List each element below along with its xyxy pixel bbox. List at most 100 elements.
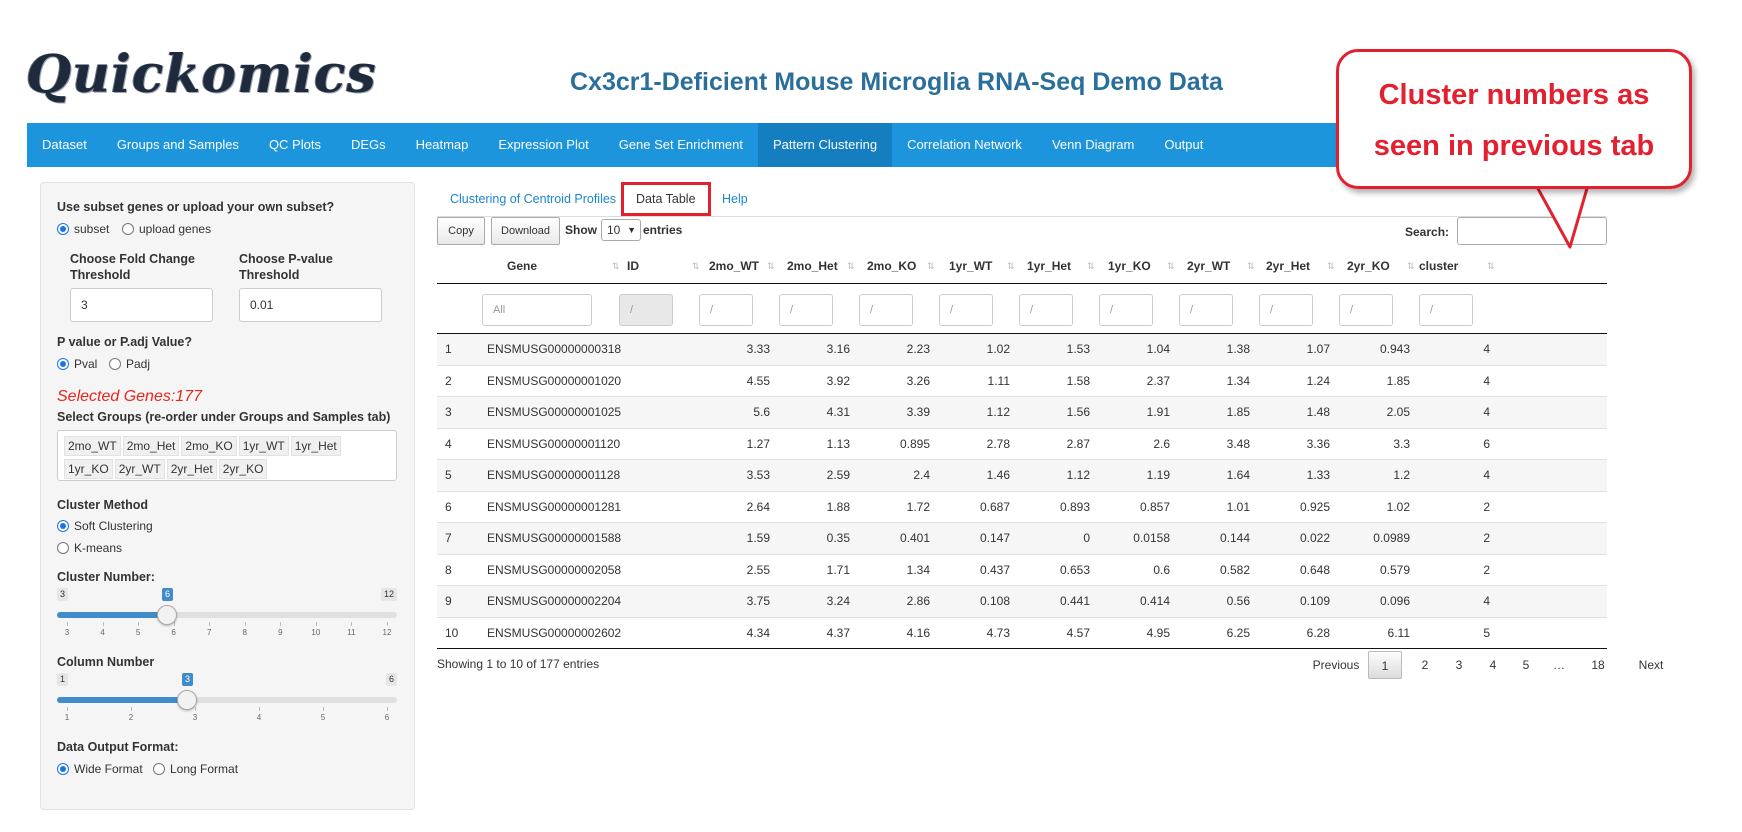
sort-icon[interactable]: ⇅ — [1087, 261, 1095, 271]
fc-threshold-input[interactable]: 3 — [70, 288, 213, 322]
group-chip[interactable]: 2mo_WT — [64, 436, 121, 456]
group-chip[interactable]: 2mo_KO — [181, 436, 237, 456]
table-row[interactable]: 10 ENSMUSG00000002602 4.34 4.37 4.16 4.73 4.57… — [437, 618, 1607, 649]
column-header-gene[interactable]: Gene — [507, 259, 538, 273]
column-filter-input[interactable]: / — [779, 294, 833, 326]
table-row[interactable]: 9 ENSMUSG00000002204 3.75 3.24 2.86 0.108 0.44… — [437, 586, 1607, 618]
pagination-18[interactable]: 18 — [1591, 658, 1605, 672]
pagination-3[interactable]: 3 — [1455, 658, 1463, 672]
column-filter-input[interactable]: / — [1259, 294, 1313, 326]
group-chip[interactable]: 2yr_Het — [166, 459, 217, 479]
cluster-number-slider[interactable]: 3 12 3 4 5 6 7 8 9 10 11 12 6 — [57, 588, 397, 648]
radio-k-means[interactable]: K-means — [57, 541, 122, 555]
radio-subset[interactable]: subset — [57, 222, 109, 236]
pagination-2[interactable]: 2 — [1421, 658, 1429, 672]
radio-upload-genes[interactable]: upload genes — [122, 222, 211, 236]
column-header-2mo-wt[interactable]: 2mo_WT — [709, 259, 760, 273]
radio-long-format[interactable]: Long Format — [153, 762, 238, 776]
column-filter-input[interactable]: / — [619, 294, 673, 326]
sort-icon[interactable]: ⇅ — [612, 261, 620, 271]
pagination-next[interactable]: Next — [1638, 658, 1664, 672]
nav-item-groups-and-samples[interactable]: Groups and Samples — [116, 137, 239, 152]
slider-track[interactable] — [57, 697, 397, 703]
nav-item-expression-plot[interactable]: Expression Plot — [498, 137, 589, 152]
group-chip[interactable]: 1yr_WT — [238, 436, 289, 456]
column-filter-input[interactable]: / — [1419, 294, 1473, 326]
column-filter-input[interactable]: All — [482, 294, 592, 326]
sort-icon[interactable]: ⇅ — [1487, 261, 1495, 271]
sort-icon[interactable]: ⇅ — [767, 261, 775, 271]
column-filter-input[interactable]: / — [1099, 294, 1153, 326]
column-filter-input[interactable]: / — [699, 294, 753, 326]
search-input[interactable] — [1457, 217, 1607, 245]
sort-icon[interactable]: ⇅ — [927, 261, 935, 271]
tab-clustering-centroid-profiles[interactable]: Clustering of Centroid Profiles — [450, 192, 617, 206]
pval-threshold-input[interactable]: 0.01 — [239, 288, 382, 322]
column-header-2yr-wt[interactable]: 2yr_WT — [1187, 259, 1231, 273]
copy-button[interactable]: Copy — [437, 217, 485, 245]
nav-item-gene-set-enrichment[interactable]: Gene Set Enrichment — [618, 137, 743, 152]
pagination-5[interactable]: 5 — [1522, 658, 1530, 672]
page-length-select[interactable]: 10 ▼ — [601, 219, 641, 241]
nav-item-qc-plots[interactable]: QC Plots — [268, 137, 321, 152]
group-chip[interactable]: 2yr_WT — [114, 459, 165, 479]
column-header-1yr-ko[interactable]: 1yr_KO — [1108, 259, 1151, 273]
column-filter-input[interactable]: / — [859, 294, 913, 326]
sort-icon[interactable]: ⇅ — [847, 261, 855, 271]
nav-item-dataset[interactable]: Dataset — [42, 137, 87, 152]
pagination-previous[interactable]: Previous — [1312, 658, 1360, 672]
column-header-2mo-het[interactable]: 2mo_Het — [787, 259, 838, 273]
nav-item-heatmap[interactable]: Heatmap — [415, 137, 469, 152]
radio-padj[interactable]: Padj — [109, 357, 150, 371]
download-button[interactable]: Download — [491, 217, 560, 245]
pagination-1[interactable]: 1 — [1368, 651, 1402, 679]
column-header-2mo-ko[interactable]: 2mo_KO — [867, 259, 917, 273]
column-header-2yr-het[interactable]: 2yr_Het — [1266, 259, 1311, 273]
nav-item-pattern-clustering[interactable]: Pattern Clustering — [758, 123, 893, 167]
group-chip[interactable]: 2mo_Het — [122, 436, 180, 456]
tab-help[interactable]: Help — [722, 192, 748, 206]
column-header-cluster[interactable]: cluster — [1419, 259, 1459, 273]
column-filter-input[interactable]: / — [1019, 294, 1073, 326]
slider-tick-label: 3 — [192, 713, 198, 722]
table-row[interactable]: 2 ENSMUSG00000001020 4.55 3.92 3.26 1.11 1.58 2… — [437, 366, 1607, 397]
column-header-1yr-het[interactable]: 1yr_Het — [1027, 259, 1072, 273]
nav-item-output[interactable]: Output — [1164, 137, 1204, 152]
group-chip[interactable]: 1yr_KO — [64, 459, 113, 479]
pagination-4[interactable]: 4 — [1489, 658, 1497, 672]
sort-icon[interactable]: ⇅ — [1007, 261, 1015, 271]
table-row[interactable]: 8 ENSMUSG00000002058 2.55 1.71 1.34 0.437 0.65… — [437, 555, 1607, 586]
column-filter-input[interactable]: / — [939, 294, 993, 326]
table-row[interactable]: 5 ENSMUSG00000001128 3.53 2.59 2.4 1.46 1.12 1.… — [437, 460, 1607, 492]
callout-pointer — [1534, 185, 1590, 249]
table-row[interactable]: 1 ENSMUSG00000000318 3.33 3.16 2.23 1.02 1.53 1… — [437, 334, 1607, 366]
table-row[interactable]: 4 ENSMUSG00000001120 1.27 1.13 0.895 2.78 2.87… — [437, 429, 1607, 460]
column-filter-input[interactable]: / — [1179, 294, 1233, 326]
nav-item-correlation-network[interactable]: Correlation Network — [907, 137, 1022, 152]
slider-handle[interactable] — [157, 605, 177, 625]
sort-icon[interactable]: ⇅ — [1407, 261, 1415, 271]
nav-item-venn-diagram[interactable]: Venn Diagram — [1051, 137, 1135, 152]
nav-item-degs[interactable]: DEGs — [350, 137, 386, 152]
slider-track[interactable] — [57, 612, 397, 618]
table-row[interactable]: 3 ENSMUSG00000001025 5.6 4.31 3.39 1.12 1.56 1.… — [437, 397, 1607, 429]
sort-icon[interactable]: ⇅ — [1167, 261, 1175, 271]
groups-selector[interactable]: 2mo_WT 2mo_Het 2mo_KO 1yr_WT 1yr_Het 1yr_KO 2y… — [57, 430, 397, 481]
radio-pval[interactable]: Pval — [57, 357, 97, 371]
column-filter-input[interactable]: / — [1339, 294, 1393, 326]
slider-handle[interactable] — [177, 690, 197, 710]
table-row[interactable]: 7 ENSMUSG00000001588 1.59 0.35 0.401 0.147 0 0.… — [437, 523, 1607, 555]
radio-soft-clustering[interactable]: Soft Clustering — [57, 519, 153, 533]
sort-icon[interactable]: ⇅ — [1247, 261, 1255, 271]
column-header-2yr-ko[interactable]: 2yr_KO — [1347, 259, 1390, 273]
group-chip[interactable]: 2yr_KO — [218, 459, 268, 479]
tab-data-table[interactable]: Data Table — [636, 192, 696, 206]
radio-wide-format[interactable]: Wide Format — [57, 762, 143, 776]
group-chip[interactable]: 1yr_Het — [290, 436, 341, 456]
column-header-id[interactable]: ID — [627, 259, 639, 273]
table-row[interactable]: 6 ENSMUSG00000001281 2.64 1.88 1.72 0.687 0.89… — [437, 492, 1607, 523]
sort-icon[interactable]: ⇅ — [1327, 261, 1335, 271]
column-header-1yr-wt[interactable]: 1yr_WT — [949, 259, 993, 273]
sort-icon[interactable]: ⇅ — [692, 261, 700, 271]
column-number-slider[interactable]: 1 6 1 2 3 4 5 6 3 — [57, 673, 397, 733]
